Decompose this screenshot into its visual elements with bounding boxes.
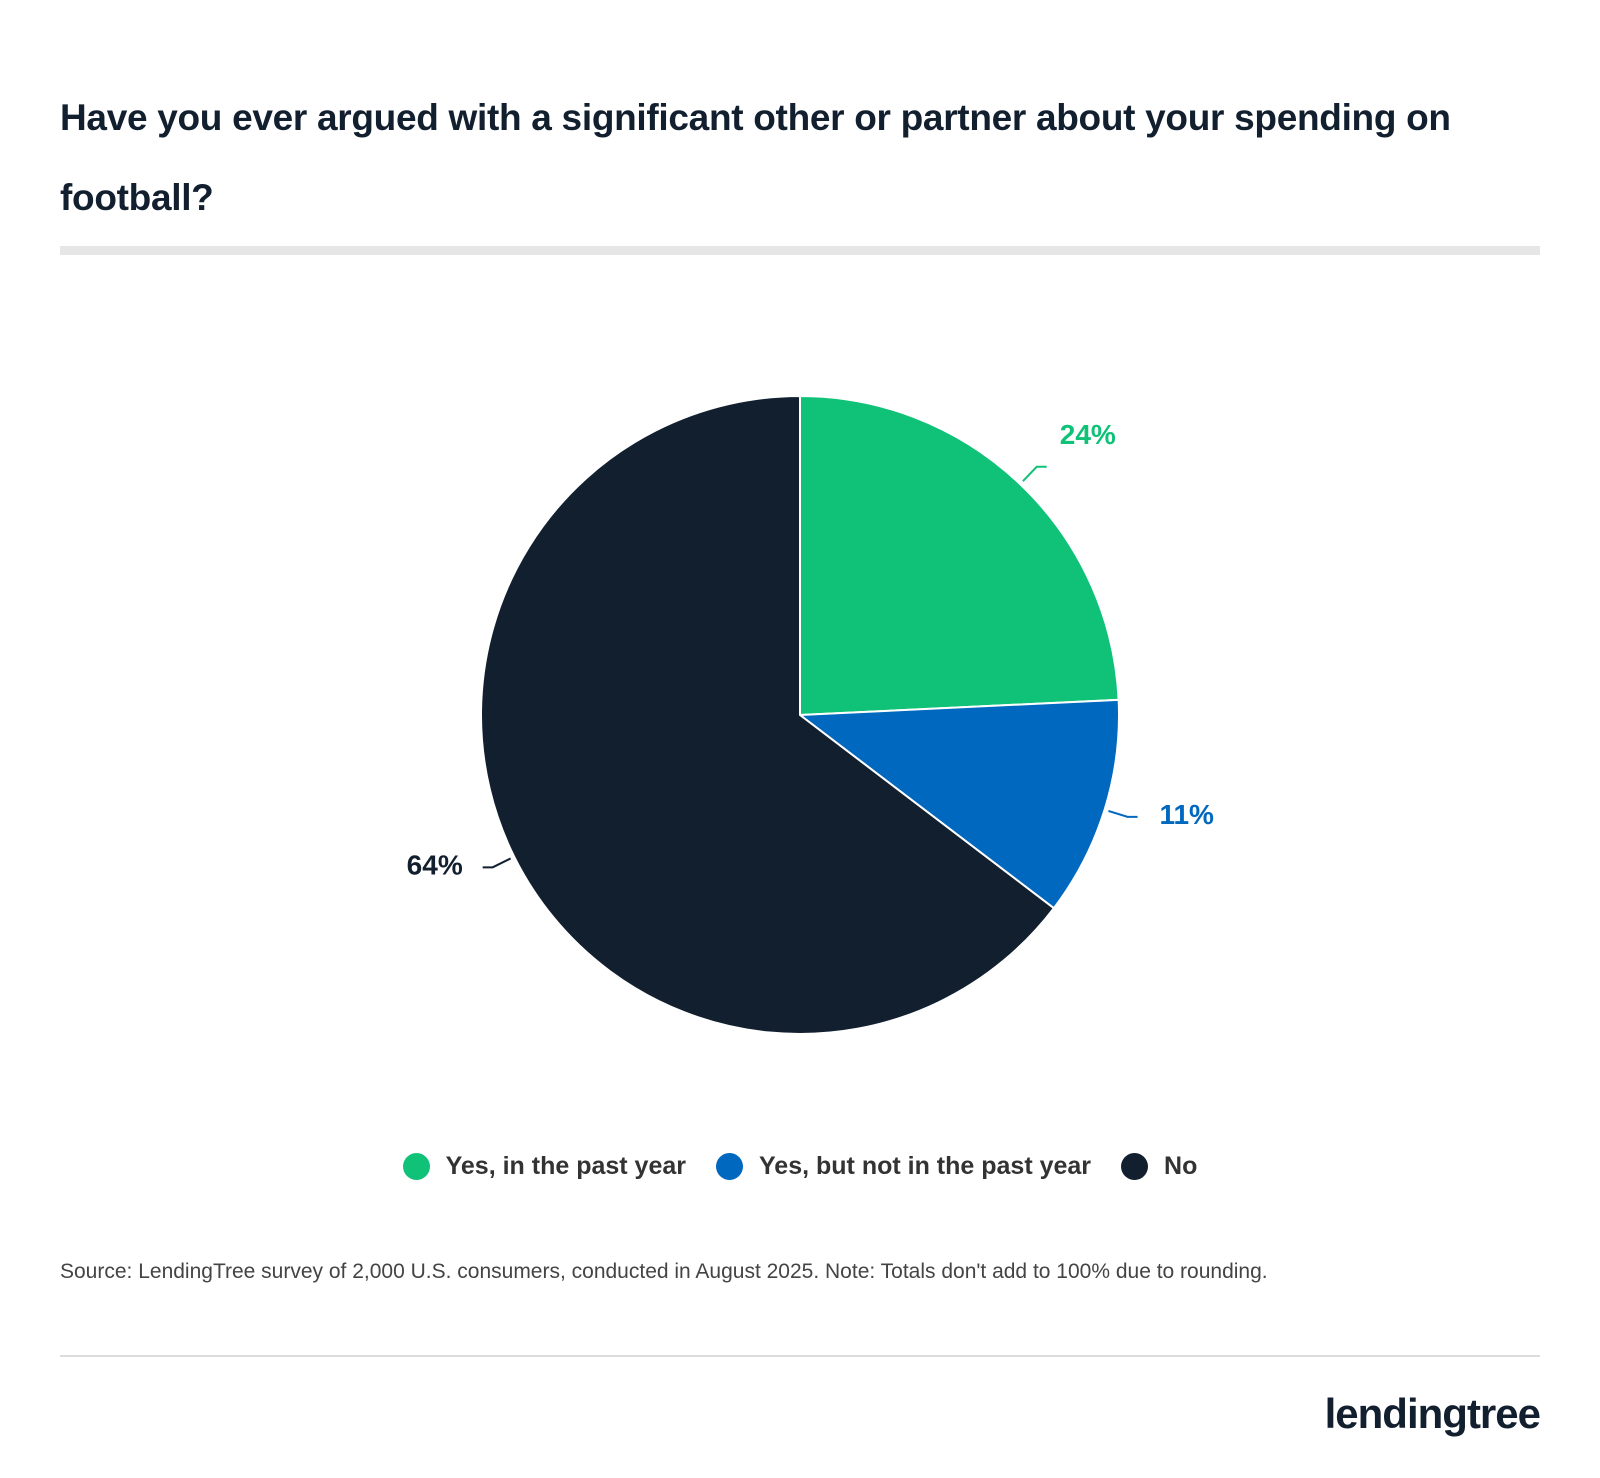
legend-item: Yes, but not in the past year xyxy=(716,1152,1091,1181)
leader-line xyxy=(1108,809,1138,818)
legend: Yes, in the past year Yes, but not in the… xyxy=(0,1152,1600,1181)
legend-label: No xyxy=(1164,1152,1198,1180)
legend-item: No xyxy=(1121,1152,1197,1181)
footer-rule xyxy=(60,1355,1540,1357)
data-label: 24% xyxy=(1060,419,1116,450)
pie-slice xyxy=(799,394,1120,717)
leader-line xyxy=(1022,465,1047,482)
legend-label: Yes, in the past year xyxy=(445,1152,687,1180)
data-label: 64% xyxy=(407,850,463,881)
legend-swatch xyxy=(402,1153,430,1180)
pie-slice xyxy=(797,698,1121,910)
title-rule xyxy=(60,246,1540,255)
legend-item: Yes, in the past year xyxy=(402,1152,687,1181)
chart-title: Have you ever argued with a significant … xyxy=(60,97,1451,218)
leader-line xyxy=(482,857,512,869)
brand-logo: lendingtree xyxy=(1324,1390,1541,1437)
legend-swatch xyxy=(716,1153,744,1180)
legend-swatch xyxy=(1121,1153,1149,1180)
data-label: 11% xyxy=(1159,799,1214,830)
legend-label: Yes, but not in the past year xyxy=(759,1152,1092,1180)
pie-slice xyxy=(480,394,1056,1035)
note: Source: LendingTree survey of 2,000 U.S.… xyxy=(60,1260,1268,1283)
